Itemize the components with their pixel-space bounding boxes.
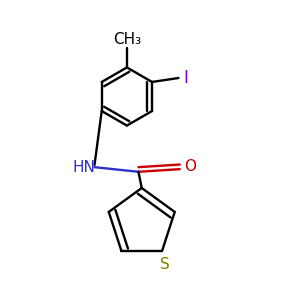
Text: S: S bbox=[160, 257, 169, 272]
Text: I: I bbox=[183, 69, 188, 87]
Text: CH₃: CH₃ bbox=[113, 32, 141, 47]
Text: O: O bbox=[184, 159, 196, 174]
Text: HN: HN bbox=[73, 160, 95, 175]
